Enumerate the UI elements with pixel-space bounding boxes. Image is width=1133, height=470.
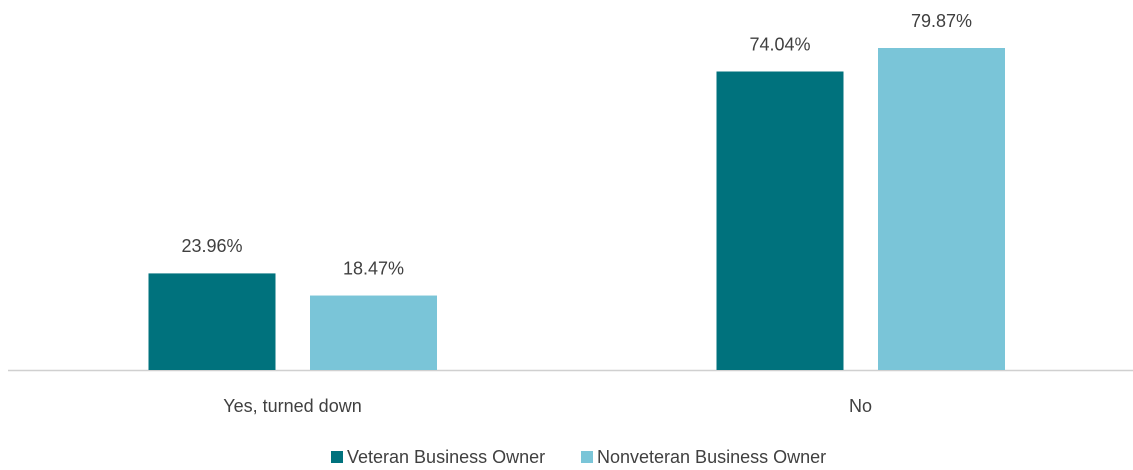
legend-label: Nonveteran Business Owner	[597, 447, 826, 467]
x-tick-label: No	[849, 396, 872, 416]
legend-swatch	[581, 451, 593, 463]
value-label: 74.04%	[749, 34, 810, 54]
value-label: 18.47%	[343, 258, 404, 278]
value-label: 79.87%	[911, 11, 972, 31]
bar	[716, 71, 844, 371]
x-tick-label: Yes, turned down	[223, 396, 361, 416]
bar	[878, 48, 1005, 370]
bar	[310, 295, 437, 370]
legend-label: Veteran Business Owner	[347, 447, 545, 467]
value-label: 23.96%	[181, 236, 242, 256]
bar	[148, 273, 276, 370]
legend-swatch	[331, 451, 343, 463]
